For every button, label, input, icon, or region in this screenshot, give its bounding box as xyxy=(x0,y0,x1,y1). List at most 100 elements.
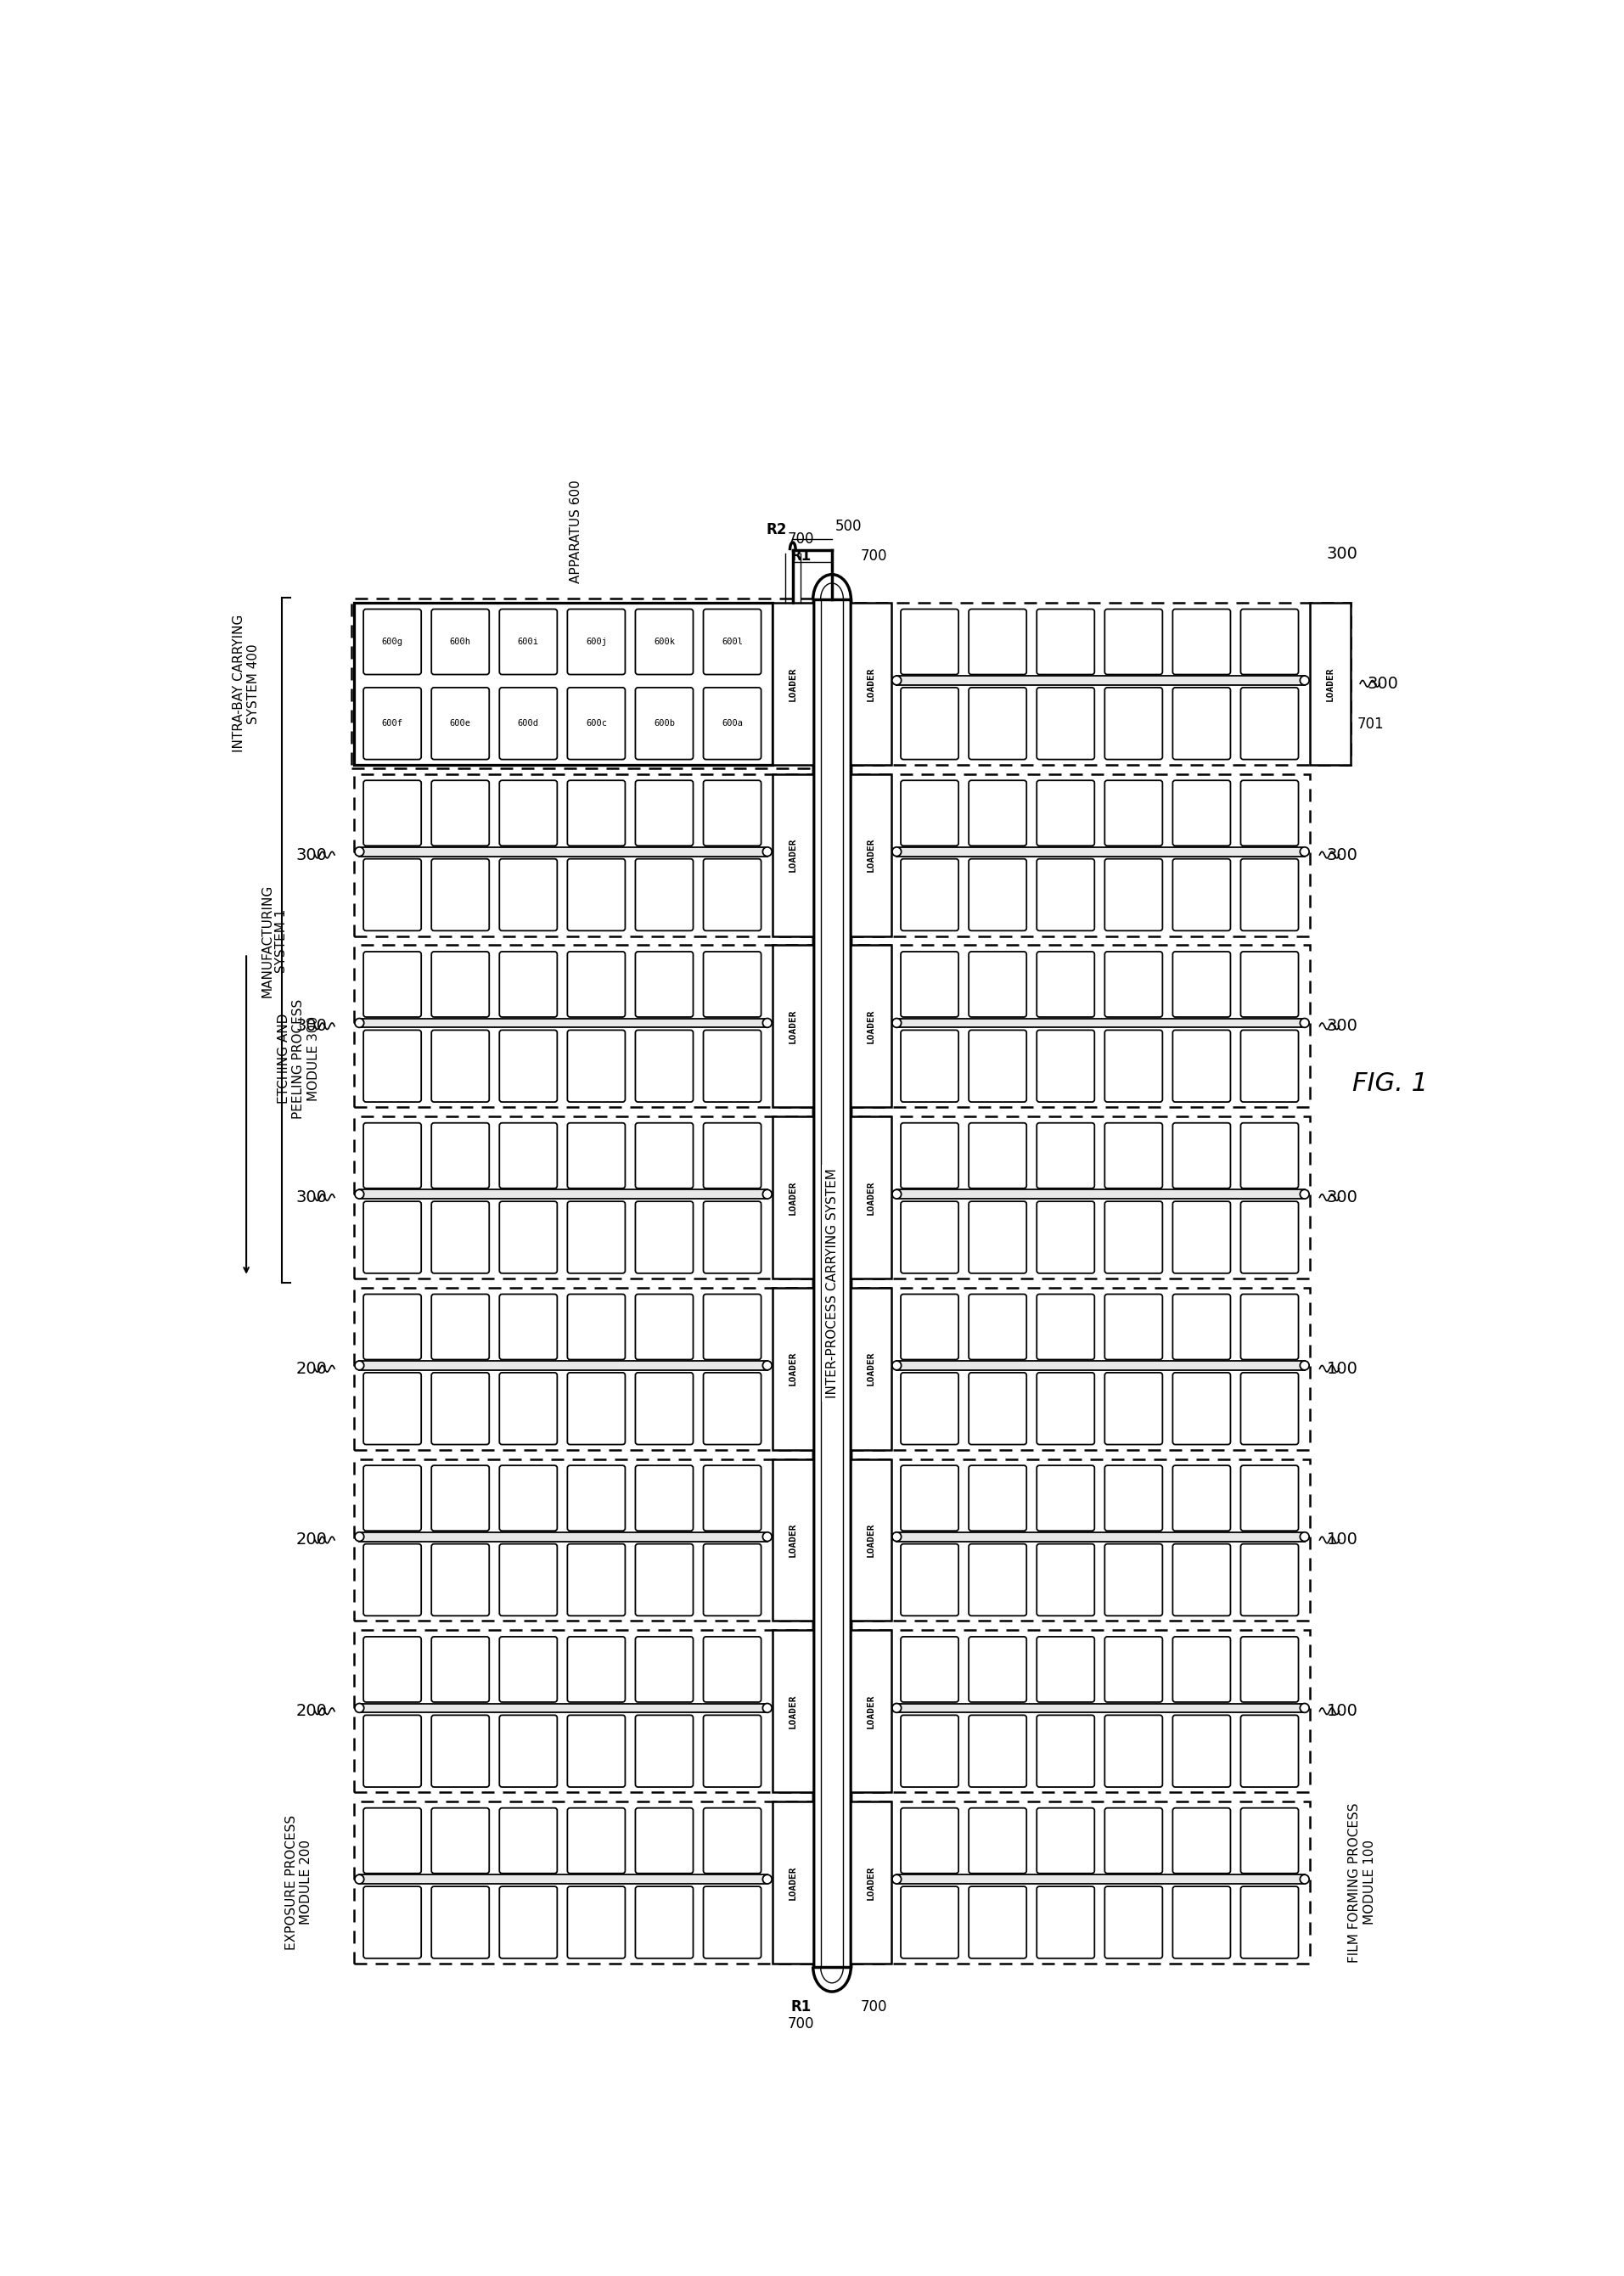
Text: 600l: 600l xyxy=(721,637,742,646)
Text: 700: 700 xyxy=(861,2001,887,2014)
Circle shape xyxy=(763,1190,771,1199)
FancyBboxPatch shape xyxy=(703,1807,762,1873)
Bar xyxy=(851,1459,892,1621)
FancyBboxPatch shape xyxy=(500,781,557,847)
Text: APPARATUS 600: APPARATUS 600 xyxy=(570,480,583,583)
FancyBboxPatch shape xyxy=(635,1295,693,1359)
Bar xyxy=(354,945,814,1106)
FancyBboxPatch shape xyxy=(635,1122,693,1188)
Text: 300: 300 xyxy=(1327,1017,1358,1033)
Circle shape xyxy=(354,1017,364,1026)
FancyBboxPatch shape xyxy=(432,1887,489,1957)
FancyBboxPatch shape xyxy=(364,1031,421,1102)
Bar xyxy=(354,1800,814,1964)
FancyBboxPatch shape xyxy=(1173,781,1231,847)
FancyBboxPatch shape xyxy=(970,610,1026,674)
FancyBboxPatch shape xyxy=(1036,1031,1095,1102)
FancyBboxPatch shape xyxy=(567,951,625,1017)
Text: LOADER: LOADER xyxy=(867,667,875,701)
FancyBboxPatch shape xyxy=(500,687,557,760)
FancyBboxPatch shape xyxy=(1104,1031,1163,1102)
FancyBboxPatch shape xyxy=(1104,687,1163,760)
Text: R1: R1 xyxy=(791,2001,812,2014)
FancyBboxPatch shape xyxy=(567,1372,625,1445)
FancyBboxPatch shape xyxy=(567,1716,625,1787)
Bar xyxy=(896,847,1304,856)
FancyBboxPatch shape xyxy=(364,687,421,760)
FancyBboxPatch shape xyxy=(364,1122,421,1188)
Bar xyxy=(851,945,1311,1106)
FancyBboxPatch shape xyxy=(635,1372,693,1445)
Bar xyxy=(773,1115,814,1279)
FancyBboxPatch shape xyxy=(567,1202,625,1272)
FancyBboxPatch shape xyxy=(432,1636,489,1702)
FancyBboxPatch shape xyxy=(1036,951,1095,1017)
FancyBboxPatch shape xyxy=(432,1202,489,1272)
FancyBboxPatch shape xyxy=(703,1295,762,1359)
FancyBboxPatch shape xyxy=(500,1807,557,1873)
FancyBboxPatch shape xyxy=(1241,610,1299,674)
FancyBboxPatch shape xyxy=(970,951,1026,1017)
Bar xyxy=(354,1459,814,1621)
FancyBboxPatch shape xyxy=(703,858,762,931)
FancyBboxPatch shape xyxy=(635,1807,693,1873)
FancyBboxPatch shape xyxy=(500,1887,557,1957)
FancyBboxPatch shape xyxy=(1036,1122,1095,1188)
FancyBboxPatch shape xyxy=(635,1202,693,1272)
Text: 600a: 600a xyxy=(721,719,742,728)
FancyBboxPatch shape xyxy=(635,1466,693,1532)
Circle shape xyxy=(1299,1017,1309,1026)
Text: 300: 300 xyxy=(1327,546,1358,562)
FancyBboxPatch shape xyxy=(1173,610,1231,674)
FancyBboxPatch shape xyxy=(901,1807,958,1873)
Text: 300: 300 xyxy=(296,1017,328,1033)
FancyBboxPatch shape xyxy=(1036,1636,1095,1702)
FancyBboxPatch shape xyxy=(500,1466,557,1532)
FancyBboxPatch shape xyxy=(1173,858,1231,931)
Text: MANUFACTURING
SYSTEM 1: MANUFACTURING SYSTEM 1 xyxy=(260,883,287,997)
Circle shape xyxy=(892,1532,901,1541)
Text: INTRA-BAY CARRYING
SYSTEM 400: INTRA-BAY CARRYING SYSTEM 400 xyxy=(232,615,260,753)
Bar xyxy=(851,603,1350,765)
FancyBboxPatch shape xyxy=(364,951,421,1017)
FancyBboxPatch shape xyxy=(635,1887,693,1957)
FancyBboxPatch shape xyxy=(1241,1636,1299,1702)
FancyBboxPatch shape xyxy=(567,1466,625,1532)
Circle shape xyxy=(354,1361,364,1370)
Text: LOADER: LOADER xyxy=(789,1523,797,1557)
Bar xyxy=(896,676,1304,685)
Text: 200: 200 xyxy=(296,1532,328,1548)
FancyBboxPatch shape xyxy=(1241,951,1299,1017)
Text: LOADER: LOADER xyxy=(867,1866,875,1900)
FancyBboxPatch shape xyxy=(1173,1466,1231,1532)
FancyBboxPatch shape xyxy=(1241,858,1299,931)
FancyBboxPatch shape xyxy=(567,610,625,674)
Text: 701: 701 xyxy=(1358,717,1384,733)
FancyBboxPatch shape xyxy=(635,951,693,1017)
FancyBboxPatch shape xyxy=(970,1716,1026,1787)
Bar xyxy=(773,774,814,935)
Bar xyxy=(851,603,892,765)
Text: FIG. 1: FIG. 1 xyxy=(1353,1072,1427,1097)
Text: LOADER: LOADER xyxy=(867,1523,875,1557)
FancyBboxPatch shape xyxy=(432,858,489,931)
FancyBboxPatch shape xyxy=(500,610,557,674)
Bar xyxy=(814,599,851,1966)
FancyBboxPatch shape xyxy=(500,1372,557,1445)
FancyBboxPatch shape xyxy=(432,951,489,1017)
FancyBboxPatch shape xyxy=(432,1543,489,1616)
FancyBboxPatch shape xyxy=(1241,781,1299,847)
FancyBboxPatch shape xyxy=(970,1202,1026,1272)
FancyBboxPatch shape xyxy=(432,1807,489,1873)
Bar xyxy=(773,1288,814,1450)
FancyBboxPatch shape xyxy=(635,610,693,674)
FancyBboxPatch shape xyxy=(1036,687,1095,760)
Text: 100: 100 xyxy=(1327,1532,1358,1548)
Text: LOADER: LOADER xyxy=(789,667,797,701)
FancyBboxPatch shape xyxy=(635,781,693,847)
FancyBboxPatch shape xyxy=(432,1372,489,1445)
Text: 100: 100 xyxy=(1327,1702,1358,1718)
Bar xyxy=(851,1288,892,1450)
FancyBboxPatch shape xyxy=(500,1295,557,1359)
Bar xyxy=(351,599,815,769)
